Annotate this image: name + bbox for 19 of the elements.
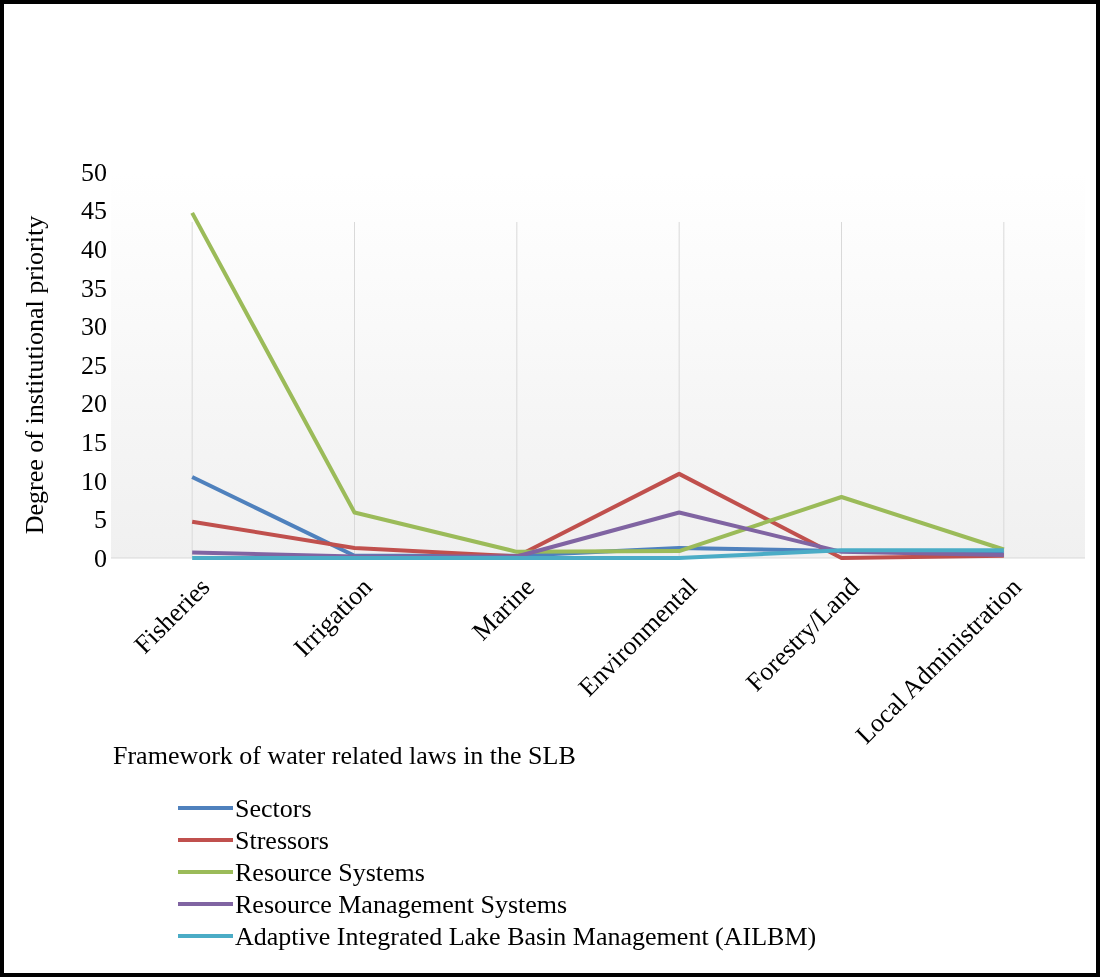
y-tick-label: 10 (81, 466, 107, 496)
legend-label: Stressors (235, 826, 329, 855)
y-tick-label: 15 (81, 428, 107, 458)
legend-label: Resource Systems (235, 858, 425, 887)
y-tick-label: 5 (94, 505, 107, 535)
y-tick-label: 25 (81, 350, 107, 380)
legend-label: Resource Management Systems (235, 890, 568, 919)
y-axis-title: Degree of institutional priority (20, 215, 49, 535)
y-tick-label: 40 (81, 235, 107, 265)
x-axis-title: Framework of water related laws in the SLB (113, 741, 576, 770)
y-tick-label: 0 (94, 543, 107, 573)
legend-label: Adaptive Integrated Lake Basin Management (AILBM) (235, 922, 817, 951)
legend-label: Sectors (235, 794, 312, 823)
y-tick-label: 20 (81, 389, 107, 419)
line-series (190, 210, 1006, 554)
y-tick-label: 30 (81, 312, 107, 342)
y-tick-label: 50 (81, 157, 107, 187)
y-tick-label: 35 (81, 273, 107, 303)
y-tick-label: 45 (81, 196, 107, 226)
